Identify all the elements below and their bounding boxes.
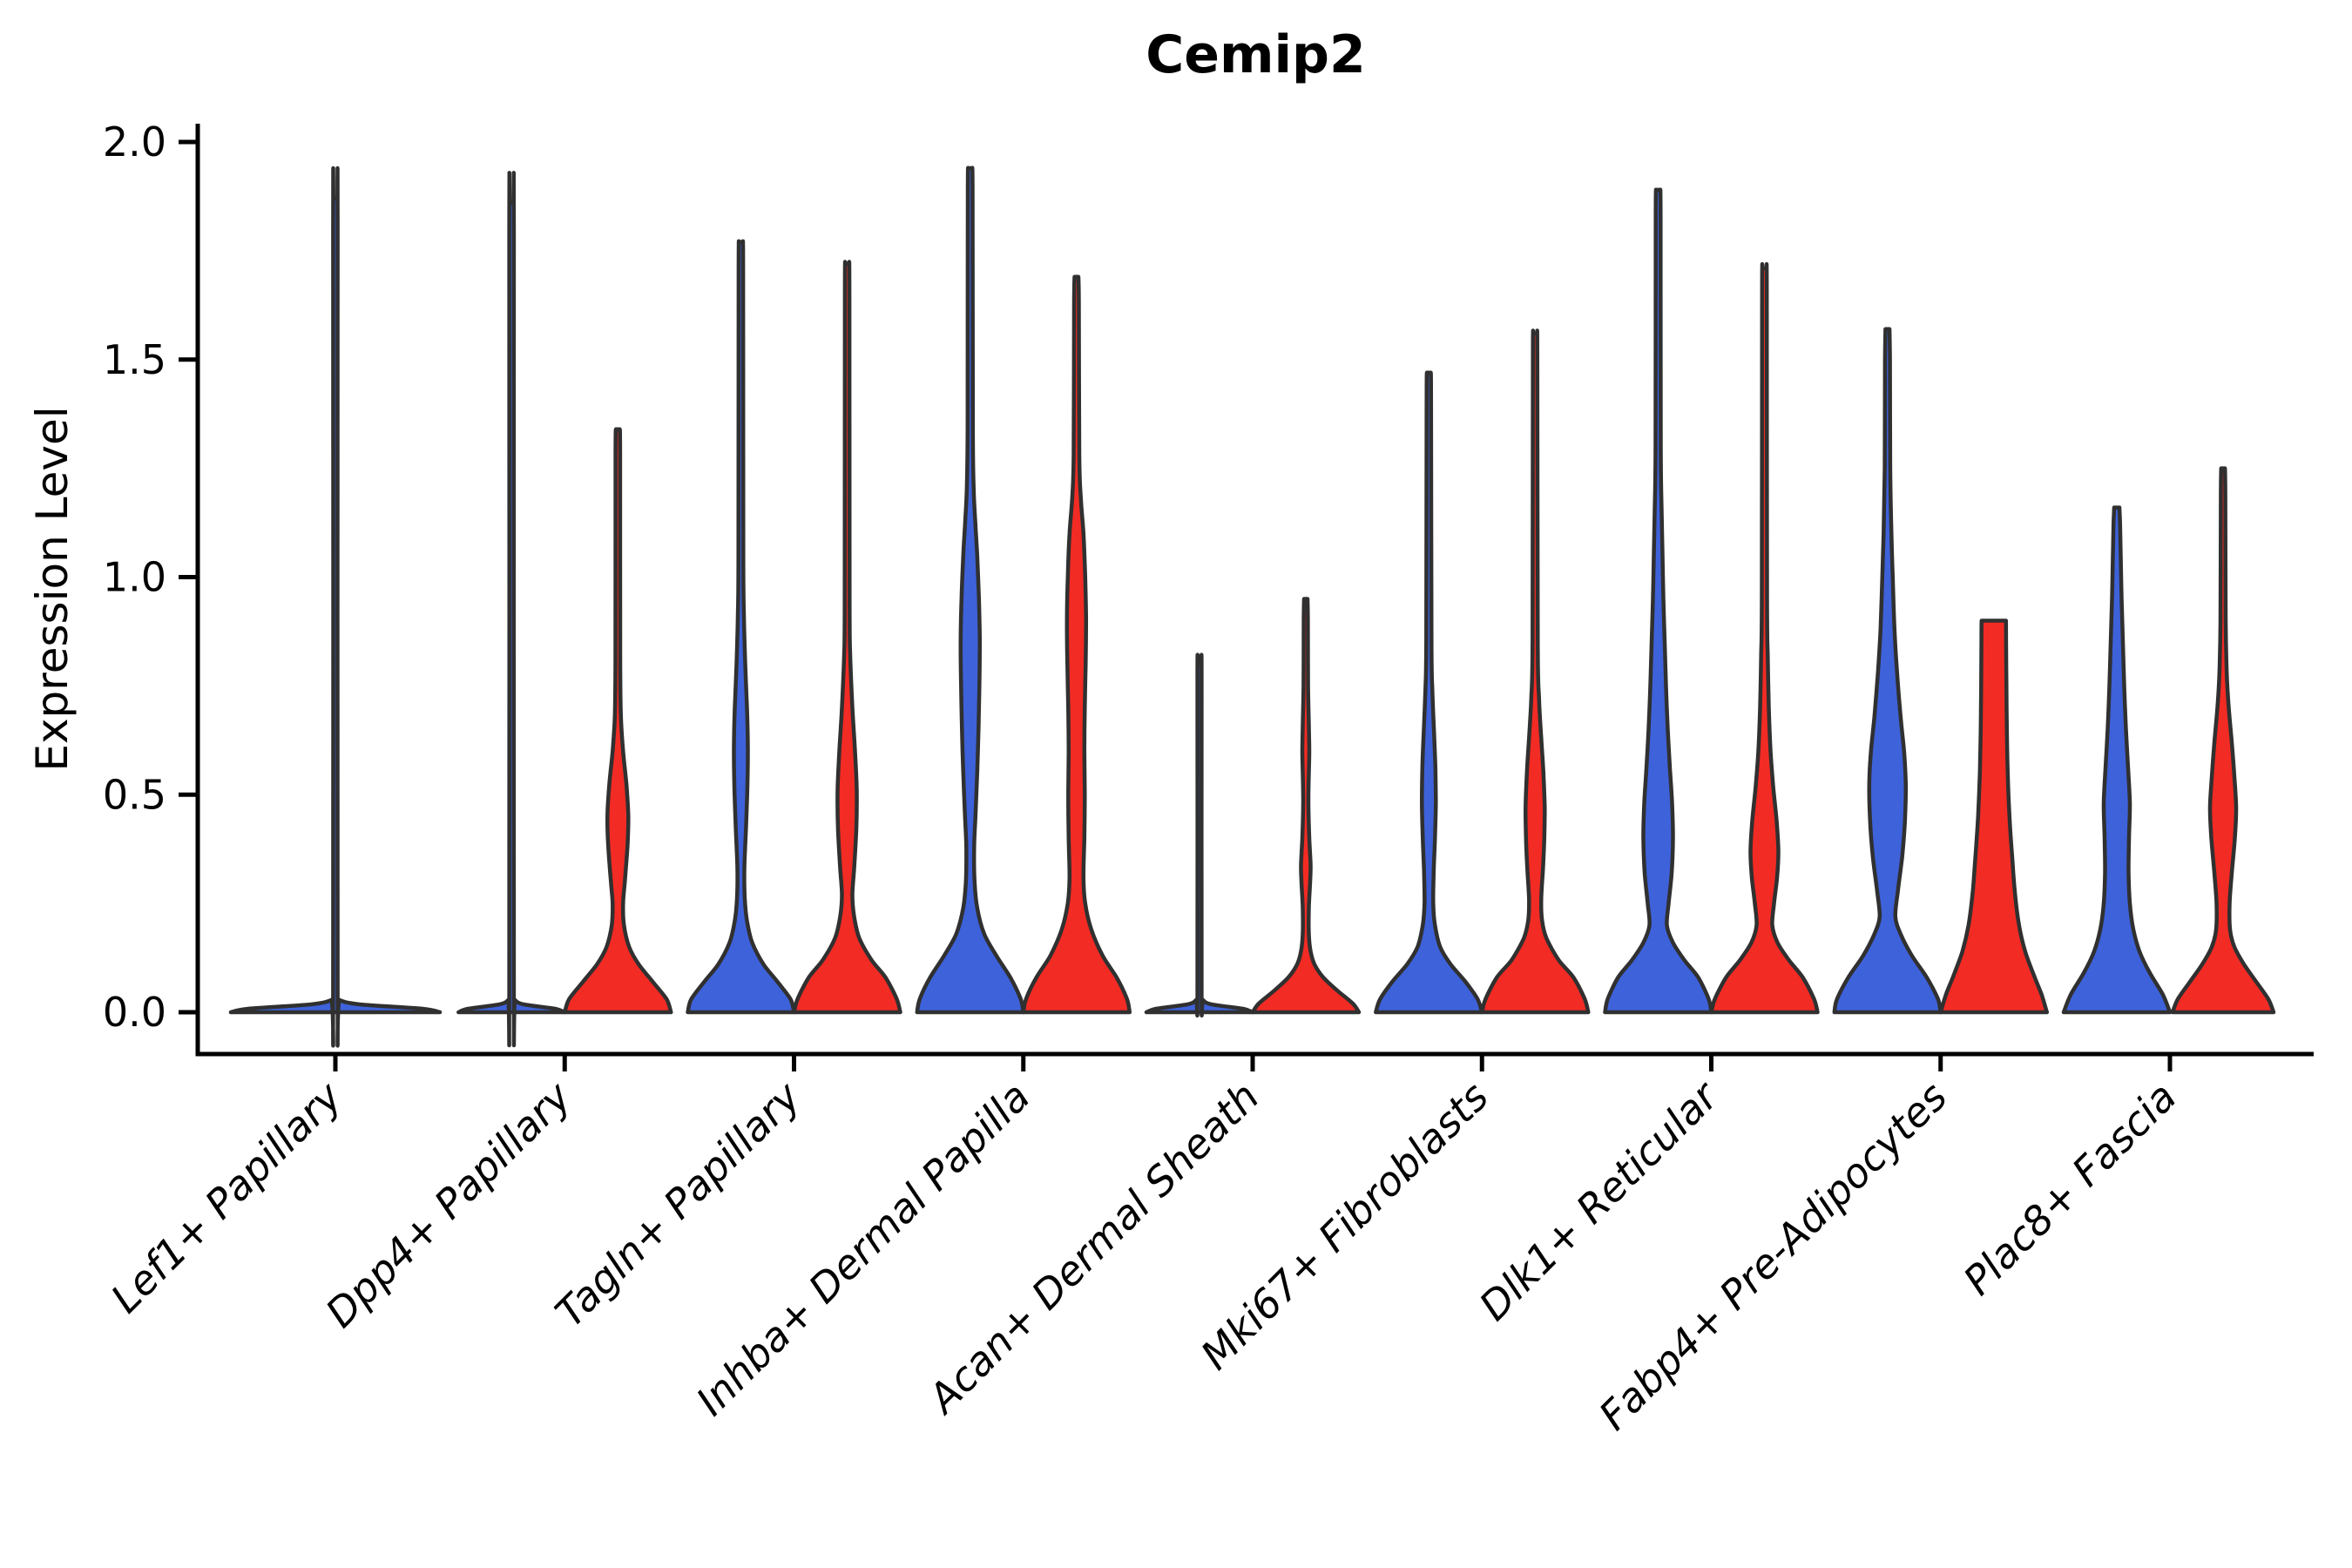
x-tick-label: Tagln+ Papillary [546, 1072, 810, 1336]
y-tick-label: 1.0 [103, 554, 166, 601]
violin-dlk1-blue [1603, 187, 1713, 1015]
violin-acan-blue [1144, 652, 1255, 1018]
x-tick-label: Dlk1+ Reticular [1470, 1071, 1729, 1329]
violin-dpp4-red [563, 427, 673, 1015]
violin-inhba-red [1021, 274, 1132, 1015]
violin-tagln-blue [686, 239, 796, 1015]
violin-acan-red [1250, 597, 1362, 1015]
violin-plac8-blue [2061, 505, 2173, 1015]
x-tick-label: Lef1+ Papillary [102, 1072, 351, 1321]
y-tick-label: 2.0 [103, 118, 166, 166]
y-tick-label: 0.0 [103, 989, 166, 1036]
violin-fabp4-blue [1832, 327, 1943, 1015]
violin-fabp4-red [1938, 618, 2050, 1015]
x-tick-label: Dpp4+ Papillary [316, 1072, 580, 1336]
x-tick-label: Plac8+ Fascia [1954, 1073, 2185, 1304]
violin-dlk1-red [1709, 261, 1820, 1015]
violin-tagln-red [792, 260, 902, 1015]
violin-mki67-blue [1374, 370, 1484, 1015]
chart-title: Cemip2 [1146, 24, 1366, 85]
violin-lef1-blue [228, 166, 443, 1048]
violin-dpp4-blue [456, 171, 567, 1048]
violin-plac8-red [2170, 466, 2276, 1015]
y-tick-label: 0.5 [103, 771, 166, 818]
violin-inhba-blue [915, 166, 1026, 1015]
y-tick-label: 1.5 [103, 336, 166, 383]
violin-mki67-red [1480, 328, 1591, 1015]
